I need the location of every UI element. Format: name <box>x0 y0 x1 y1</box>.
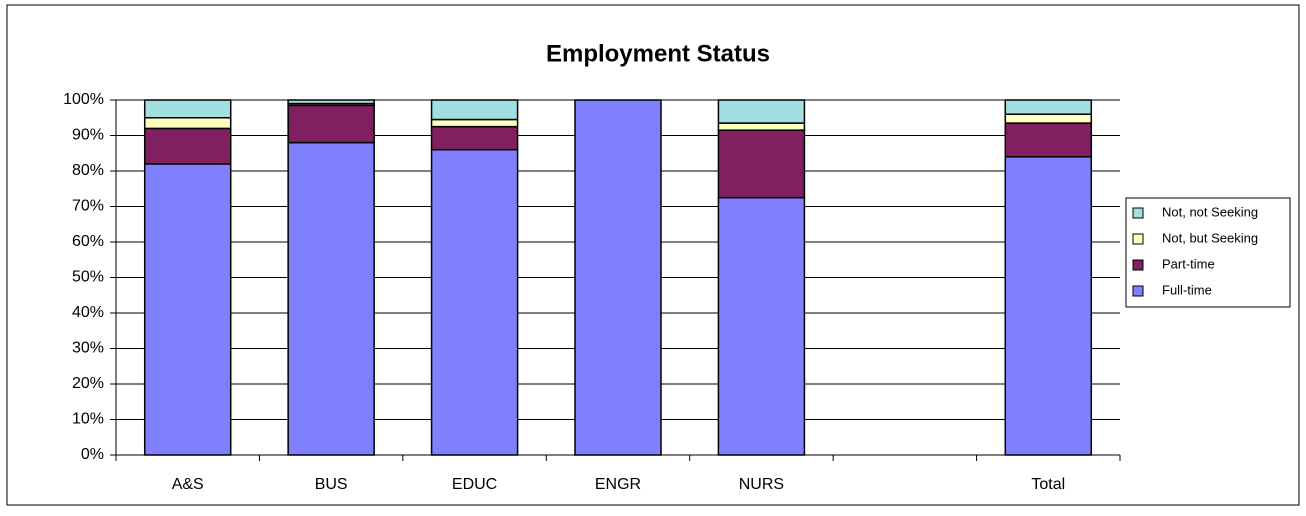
y-tick-label: 60% <box>72 233 104 250</box>
x-tick-label: ENGR <box>595 476 641 493</box>
bar-segment <box>143 99 232 119</box>
legend-swatch <box>1132 233 1144 245</box>
bar-segment <box>430 99 519 121</box>
bar-segment <box>143 117 232 130</box>
legend-swatch <box>1132 207 1144 219</box>
bar-segment <box>1004 122 1093 158</box>
legend-label: Not, not Seeking <box>1162 204 1258 219</box>
y-tick-label: 20% <box>72 375 104 392</box>
bar-segment <box>143 127 232 165</box>
bar-segment <box>574 99 662 456</box>
bar-segment <box>1004 156 1093 456</box>
bar-segment <box>717 129 806 199</box>
x-tick-label: Total <box>1031 476 1065 493</box>
bar-segment <box>430 148 519 456</box>
bar-segment <box>287 141 375 456</box>
bar-segment <box>430 118 519 128</box>
y-tick-label: 0% <box>81 446 104 463</box>
bar-segment <box>1004 113 1093 124</box>
y-tick-label: 90% <box>72 127 104 144</box>
y-tick-label: 80% <box>72 162 104 179</box>
bar-segment <box>1004 99 1093 115</box>
x-tick-label: A&S <box>172 476 204 493</box>
bar-segment <box>430 125 519 151</box>
y-tick-label: 10% <box>72 411 104 428</box>
y-tick-label: 40% <box>72 304 104 321</box>
x-tick-label: NURS <box>739 476 784 493</box>
y-tick-label: 30% <box>72 340 104 357</box>
legend-label: Not, but Seeking <box>1162 230 1258 245</box>
x-tick-label: EDUC <box>452 476 497 493</box>
legend-label: Full-time <box>1162 282 1212 297</box>
bar-segment <box>287 99 375 105</box>
legend-swatch <box>1132 259 1144 271</box>
y-tick-label: 70% <box>72 198 104 215</box>
legend <box>1125 197 1291 308</box>
bar-segment <box>287 104 375 144</box>
x-tick-label: BUS <box>315 476 348 493</box>
chart-title: Employment Status <box>546 40 770 67</box>
y-tick-label: 50% <box>72 269 104 286</box>
y-tick-label: 100% <box>63 91 104 108</box>
bar-segment <box>717 99 806 124</box>
bar-segment <box>717 122 806 131</box>
bar-segment <box>143 163 232 456</box>
legend-label: Part-time <box>1162 256 1215 271</box>
bar-segment <box>717 196 806 456</box>
legend-swatch <box>1132 285 1144 297</box>
